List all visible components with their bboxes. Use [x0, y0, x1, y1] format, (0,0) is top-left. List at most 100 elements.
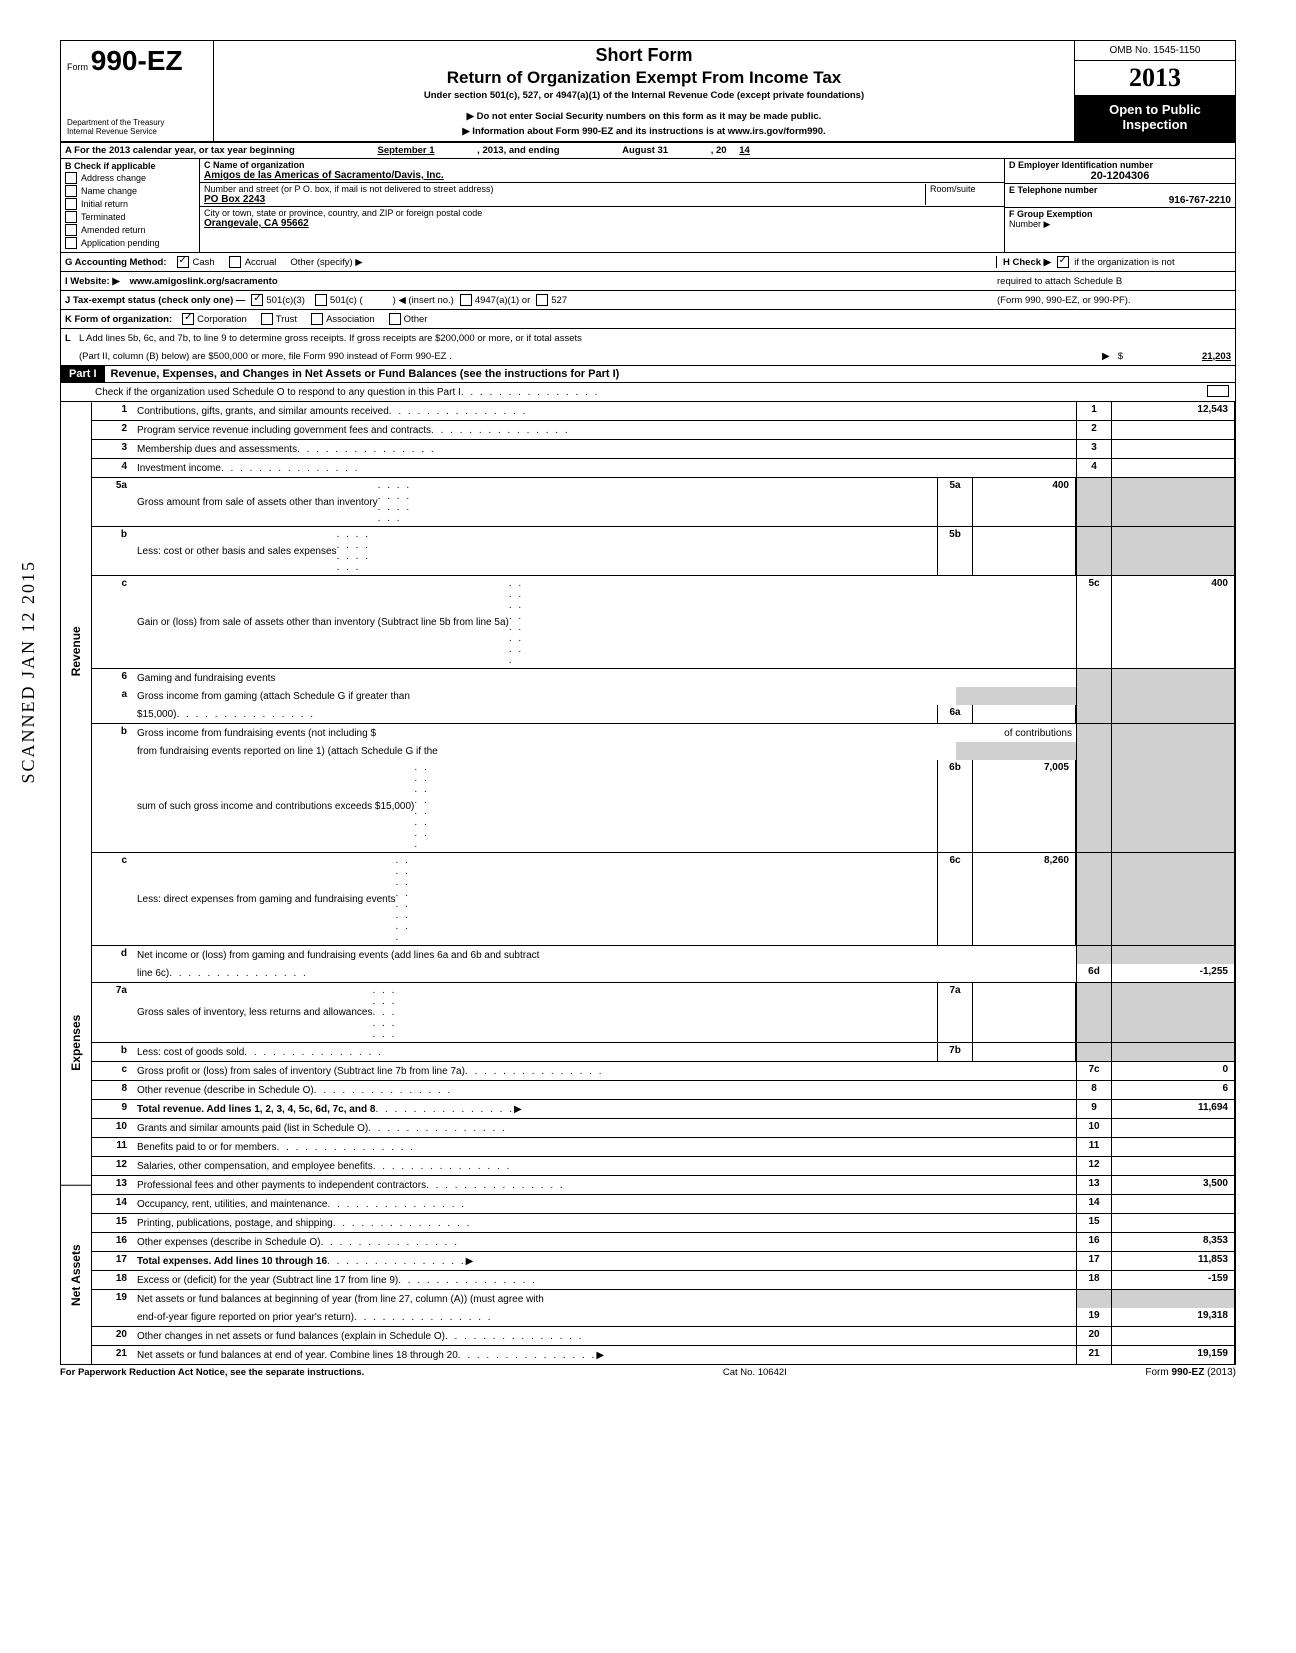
line-13-no: 13: [91, 1176, 133, 1194]
footer-mid: Cat No. 10642I: [723, 1367, 787, 1378]
revenue-side-label: Revenue: [61, 402, 92, 900]
lbl-insert-no: ) ◀ (insert no.): [393, 295, 454, 306]
i-label: I Website: ▶: [65, 276, 120, 287]
line-2-val: [1111, 421, 1234, 439]
instruct-info: ▶ Information about Form 990-EZ and its …: [222, 126, 1066, 137]
line-17-no: 17: [91, 1252, 133, 1270]
chk-terminated[interactable]: [65, 211, 77, 223]
line-6b-desc1: Gross income from fundraising events (no…: [137, 728, 376, 739]
line-6c-midval: 8,260: [973, 853, 1076, 945]
phone-label: E Telephone number: [1009, 185, 1231, 195]
chk-assoc[interactable]: [311, 313, 323, 325]
chk-corp[interactable]: [182, 313, 194, 325]
line-16-val: 8,353: [1111, 1233, 1234, 1251]
line-16-no: 16: [91, 1233, 133, 1251]
h-text4: (Form 990, 990-EZ, or 990-PF).: [997, 295, 1231, 306]
line-6b-desc3: sum of such gross income and contributio…: [137, 801, 414, 812]
chk-amended[interactable]: [65, 224, 77, 236]
line-18-desc: Excess or (deficit) for the year (Subtra…: [137, 1275, 398, 1286]
identity-block: B Check if applicable Address change Nam…: [60, 159, 1236, 253]
chk-4947[interactable]: [460, 294, 472, 306]
line-7b-no: b: [91, 1043, 133, 1061]
chk-app-pending[interactable]: [65, 237, 77, 249]
expenses-side-label: Expenses: [61, 900, 92, 1186]
line-4-no: 4: [91, 459, 133, 477]
line-1-no: 1: [91, 402, 133, 420]
part1-body: Revenue Expenses Net Assets 1 Contributi…: [60, 402, 1236, 1365]
line-5a-midval: 400: [973, 478, 1076, 526]
h-text2: if the organization is not: [1074, 257, 1174, 268]
chk-cash[interactable]: [177, 256, 189, 268]
k-label: K Form of organization:: [65, 314, 172, 325]
line-5b-endval: [1111, 527, 1234, 575]
line-11-desc: Benefits paid to or for members: [137, 1142, 277, 1153]
h-text3: required to attach Schedule B: [997, 276, 1231, 287]
row-l-2: (Part II, column (B) below) are $500,000…: [60, 347, 1236, 366]
org-name: Amigos de las Americas of Sacramento/Dav…: [204, 170, 1000, 181]
line-9-box: 9: [1076, 1100, 1111, 1118]
lbl-cash: Cash: [193, 257, 215, 268]
line-1-desc: Contributions, gifts, grants, and simila…: [137, 406, 389, 417]
chk-initial-return[interactable]: [65, 198, 77, 210]
chk-h[interactable]: [1057, 256, 1069, 268]
line-6d-no: d: [91, 946, 133, 964]
line-2-no: 2: [91, 421, 133, 439]
chk-other-org[interactable]: [389, 313, 401, 325]
line-1-val: 12,543: [1111, 402, 1234, 420]
line-5c-val: 400: [1111, 576, 1234, 668]
short-form-title: Short Form: [222, 45, 1066, 66]
line-14-desc: Occupancy, rent, utilities, and maintena…: [137, 1199, 327, 1210]
addr-label: Number and street (or P O. box, if mail …: [204, 184, 925, 194]
line-6c-no: c: [91, 853, 133, 945]
line-5a-desc: Gross amount from sale of assets other t…: [137, 497, 378, 508]
chk-501c[interactable]: [315, 294, 327, 306]
line-11-no: 11: [91, 1138, 133, 1156]
line-7a-no: 7a: [91, 983, 133, 1042]
row-a: A For the 2013 calendar year, or tax yea…: [60, 143, 1236, 159]
line-13-box: 13: [1076, 1176, 1111, 1194]
line-6c-midno: 6c: [937, 853, 973, 945]
line-15-val: [1111, 1214, 1234, 1232]
lbl-527: 527: [551, 295, 567, 306]
line-12-box: 12: [1076, 1157, 1111, 1175]
j-label: J Tax-exempt status (check only one) —: [65, 295, 245, 306]
h-label: H Check ▶: [1003, 257, 1051, 268]
line-20-no: 20: [91, 1327, 133, 1345]
line-10-box: 10: [1076, 1119, 1111, 1137]
chk-527[interactable]: [536, 294, 548, 306]
line-21-val: 19,159: [1111, 1346, 1234, 1364]
chk-address-change[interactable]: [65, 172, 77, 184]
line-2-box: 2: [1076, 421, 1111, 439]
chk-schedule-o[interactable]: [1207, 385, 1229, 397]
line-7a-desc: Gross sales of inventory, less returns a…: [137, 1007, 372, 1018]
line-6b-of: of contributions: [1004, 728, 1072, 739]
line-4-desc: Investment income: [137, 463, 221, 474]
line-21-desc: Net assets or fund balances at end of ye…: [137, 1350, 458, 1361]
col-def: D Employer Identification number 20-1204…: [1004, 159, 1235, 252]
line-16-desc: Other expenses (describe in Schedule O): [137, 1237, 320, 1248]
line-19-val: 19,318: [1111, 1308, 1234, 1326]
part1-title: Revenue, Expenses, and Changes in Net As…: [105, 368, 620, 380]
l-text2: (Part II, column (B) below) are $500,000…: [79, 351, 452, 362]
line-18-val: -159: [1111, 1271, 1234, 1289]
line-12-val: [1111, 1157, 1234, 1175]
row-j: J Tax-exempt status (check only one) — 5…: [60, 291, 1236, 310]
line-6b-desc2: from fundraising events reported on line…: [137, 746, 438, 757]
line-19-no: 19: [91, 1290, 133, 1308]
chk-accrual[interactable]: [229, 256, 241, 268]
row-l-1: L L Add lines 5b, 6c, and 7b, to line 9 …: [60, 329, 1236, 347]
line-5b-midval: [973, 527, 1076, 575]
chk-501c3[interactable]: [251, 294, 263, 306]
line-7c-desc: Gross profit or (loss) from sales of inv…: [137, 1066, 465, 1077]
footer-form-no: 990-EZ: [1172, 1367, 1205, 1378]
footer-left: For Paperwork Reduction Act Notice, see …: [60, 1367, 364, 1378]
line-12-desc: Salaries, other compensation, and employ…: [137, 1161, 373, 1172]
dollar-sign: $: [1118, 351, 1123, 362]
chk-trust[interactable]: [261, 313, 273, 325]
chk-name-change[interactable]: [65, 185, 77, 197]
line-6a-no: a: [91, 687, 133, 705]
line-6-desc: Gaming and fundraising events: [137, 673, 275, 684]
line-21-no: 21: [91, 1346, 133, 1364]
row-g-h: G Accounting Method: Cash Accrual Other …: [60, 253, 1236, 272]
line-20-desc: Other changes in net assets or fund bala…: [137, 1331, 445, 1342]
